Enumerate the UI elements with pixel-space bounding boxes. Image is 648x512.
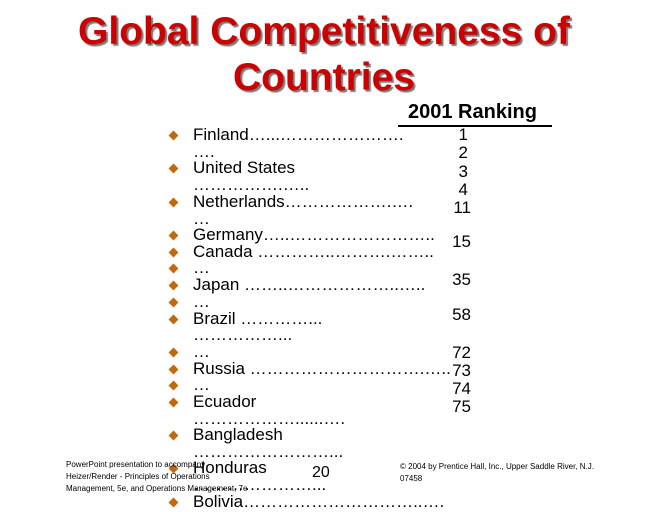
country-line: … <box>193 375 210 394</box>
diamond-bullet-icon <box>170 263 178 274</box>
footer-left-line-3: Management, 5e, and Operations Managemen… <box>66 484 248 493</box>
diamond-bullet-icon <box>170 130 178 141</box>
rank-value: 35 <box>452 270 471 289</box>
footer-left-line-2: Heizer/Render - Principles of Operations <box>66 472 210 481</box>
rank-value: 11 <box>453 198 471 217</box>
rank-value: 73 <box>452 361 471 380</box>
diamond-bullet-icon <box>170 347 178 358</box>
country-line: …………………... <box>193 475 327 494</box>
rank-value: 58 <box>452 305 471 324</box>
diamond-bullet-icon <box>170 163 178 174</box>
rank-value: 2 <box>458 143 468 162</box>
diamond-bullet-icon <box>170 197 178 208</box>
country-line: Netherlands……………….…. <box>193 192 414 211</box>
country-line: Russia ………………………….….. <box>193 359 451 378</box>
diamond-bullet-icon <box>170 280 178 291</box>
country-line: Brazil …………... <box>193 309 323 328</box>
diamond-bullet-icon <box>170 364 178 375</box>
title-line-2: Countries <box>232 56 415 99</box>
rank-value: 72 <box>452 343 471 362</box>
country-line: Bangladesh <box>193 425 283 444</box>
country-line: United States <box>193 158 296 177</box>
footer-right-line-1: © 2004 by Prentice Hall, Inc., Upper Sad… <box>400 462 594 471</box>
country-line: Finland…...…………………. <box>193 125 404 144</box>
ranking-header-underline <box>398 125 552 127</box>
diamond-bullet-icon <box>170 314 178 325</box>
rank-value: 1 <box>458 125 468 144</box>
ranking-header: 2001 Ranking <box>408 101 537 123</box>
diamond-bullet-icon <box>170 247 178 258</box>
country-line: ……………………... <box>193 442 344 461</box>
country-line: ………………......…. <box>193 409 346 428</box>
rank-value: 15 <box>452 232 471 251</box>
country-line: Ecuador <box>193 392 257 411</box>
diamond-bullet-icon <box>170 380 178 391</box>
country-line: …. <box>193 142 215 161</box>
country-line: … <box>193 342 210 361</box>
country-line: Canada …………..……….…….. <box>193 242 434 261</box>
diamond-bullet-icon <box>170 430 178 441</box>
footer-right-line-2: 07458 <box>400 474 423 483</box>
diamond-bullet-icon <box>170 297 178 308</box>
country-line: … <box>193 258 210 277</box>
diamond-bullet-icon <box>170 497 178 508</box>
country-line: Japan ……..………………..….. <box>193 275 426 294</box>
country-line: … <box>193 292 210 311</box>
rank-value: 74 <box>452 379 471 398</box>
rank-value: 3 <box>458 162 468 181</box>
country-line: Honduras <box>193 458 267 477</box>
country-line: Germany…..…………………….. <box>193 225 435 244</box>
diamond-bullet-icon <box>170 397 178 408</box>
country-line: Bolivia…………………………..…. <box>193 492 445 511</box>
country-line: …………….….. <box>193 175 310 194</box>
rank-value: 4 <box>458 180 468 199</box>
country-line: … <box>193 209 210 228</box>
page-number: 20 <box>312 464 330 481</box>
country-line: ……………... <box>193 325 293 344</box>
footer-left-line-1: PowerPoint presentation to accompany <box>66 460 206 469</box>
rank-value: 75 <box>452 397 471 416</box>
diamond-bullet-icon <box>170 230 178 241</box>
title-line-1: Global Competitiveness of <box>78 10 570 53</box>
